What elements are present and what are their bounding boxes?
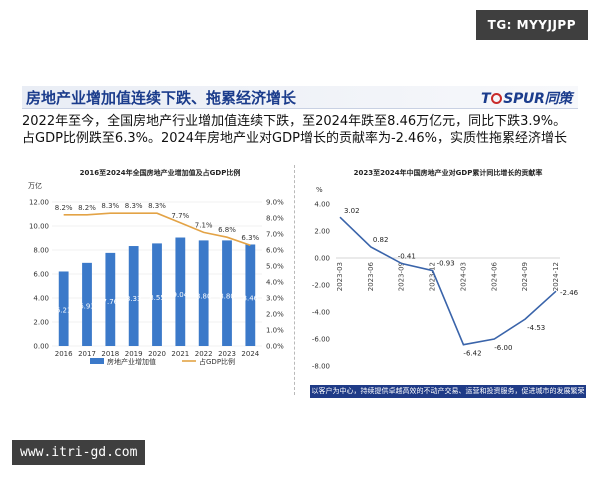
legend-swatch-bar (90, 358, 104, 364)
y-tick-right: 2.0% (266, 311, 284, 319)
slide-title: 房地产业增加值连续下跌、拖累经济增长 (26, 89, 297, 107)
slide-footer-band: 以客户为中心，持续提供卓越高效的不动产交易、运营和投资服务，促进城市的发展繁荣 (310, 385, 586, 398)
x-tick-label: 2024-12 (552, 262, 560, 291)
x-tick-label: 2017 (78, 350, 96, 358)
y-tick-right: 4.0% (266, 279, 284, 287)
bar-data-label: 6.93 (79, 303, 95, 311)
panel-divider (294, 165, 295, 395)
line-data-label: 6.8% (218, 226, 236, 234)
x-tick-label: 2023 (218, 350, 236, 358)
bar-data-label: 8.80 (196, 292, 212, 300)
right-chart-title: 2023至2024年中国房地产业对GDP累计同比增长的贡献率 (353, 169, 543, 177)
y-tick-right: 9.0% (266, 199, 284, 207)
x-tick-label: 2018 (101, 350, 119, 358)
x-tick-label: 2024-03 (459, 262, 467, 291)
line-data-label: 8.2% (55, 204, 73, 212)
contribution-line (339, 216, 557, 346)
bar-data-label: 6.21 (56, 306, 72, 314)
slide-body-text: 2022年至今，全国房地产行业增加值连续下跌，至2024年跌至8.46万亿元，同… (22, 114, 567, 146)
x-tick-label: 2023-03 (336, 262, 344, 291)
y-tick-right: 0.0% (266, 343, 284, 351)
value-bar (105, 252, 116, 346)
line-data-label: 8.3% (148, 202, 166, 210)
y-tick-right: 7.0% (266, 231, 284, 239)
line-data-label: 7.1% (195, 221, 213, 229)
y-tick-left: 4.00 (33, 295, 49, 303)
y-tick: -4.00 (312, 309, 330, 317)
y-tick: 2.00 (314, 228, 330, 236)
x-tick-label: 2023-12 (429, 262, 437, 291)
y-tick-left: 0.00 (33, 343, 49, 351)
line-data-label: 8.3% (101, 202, 119, 210)
x-tick-label: 2016 (55, 350, 73, 358)
x-tick-label: 2019 (125, 350, 143, 358)
value-bar (58, 271, 69, 346)
bar-data-label: 9.04 (173, 291, 189, 299)
legend-label-line: 占GDP比例 (199, 357, 235, 366)
x-tick-label: 2021 (171, 350, 189, 358)
line-data-label: 0.82 (373, 236, 389, 244)
logo-ring-icon (491, 93, 503, 104)
slide-title-banner: 房地产业增加值连续下跌、拖累经济增长 T SPUR同策 (22, 86, 578, 109)
x-tick-label: 2023-09 (398, 262, 406, 291)
line-data-label: -2.46 (560, 289, 579, 297)
x-tick-label: 2024-06 (490, 261, 498, 291)
value-bar (245, 244, 256, 346)
y-tick: 4.00 (314, 201, 330, 209)
left-chart-title: 2016至2024年全国房地产业增加值及占GDP比例 (79, 169, 241, 177)
line-data-label: 8.3% (125, 202, 143, 210)
line-data-label: -0.41 (398, 253, 416, 261)
line-data-label: 3.02 (344, 207, 360, 215)
logo-letters: SPUR (503, 91, 545, 107)
telegram-watermark: TG: MYYJJPP (475, 10, 588, 40)
right-line-chart: % -8.00 -6.00 -4.00 -2.00 0.00 2.00 4.00 2023-03… (312, 186, 579, 371)
line-data-label: 8.2% (78, 204, 96, 212)
right-axis-unit: % (316, 186, 323, 194)
x-tick-label: 2022 (195, 350, 213, 358)
left-bar-line-chart: 万亿 0.00 2.00 4.00 6.00 8.00 10.00 12.00 0.0% 1.0%… (28, 181, 284, 366)
y-tick-right: 6.0% (266, 247, 284, 255)
value-bar (128, 246, 139, 346)
y-tick-left: 8.00 (33, 247, 49, 255)
value-bar (175, 237, 186, 346)
y-tick-right: 1.0% (266, 327, 284, 335)
y-tick: 0.00 (314, 255, 330, 263)
line-data-label: -4.53 (527, 324, 545, 332)
line-data-label: -6.00 (494, 344, 512, 352)
brand-logo: T SPUR同策 (481, 88, 572, 108)
x-tick-label: 2024-09 (521, 262, 529, 291)
y-tick-left: 10.00 (29, 223, 49, 231)
x-tick-label: 2023-06 (367, 261, 375, 291)
line-data-label: 6.3% (241, 234, 259, 242)
bar-data-label: 7.76 (103, 298, 119, 306)
value-bar (152, 243, 162, 346)
y-tick: -6.00 (312, 336, 330, 344)
site-watermark: www.itri-gd.com (12, 440, 146, 465)
y-tick-left: 6.00 (33, 271, 49, 279)
value-bar (198, 240, 209, 346)
bar-data-label: 8.80 (219, 292, 235, 300)
y-tick-right: 3.0% (266, 295, 284, 303)
line-data-label: -0.93 (437, 260, 455, 268)
bar-data-label: 8.46 (243, 294, 259, 302)
x-tick-label: 2020 (148, 350, 166, 358)
y-tick-right: 8.0% (266, 215, 284, 223)
y-tick: -8.00 (312, 363, 330, 371)
bar-data-label: 8.33 (126, 295, 142, 303)
y-tick-right: 5.0% (266, 263, 284, 271)
value-bar (222, 240, 232, 346)
y-tick-left: 2.00 (33, 319, 49, 327)
logo-letter-t: T (481, 91, 491, 107)
line-data-label: 7.7% (171, 212, 189, 220)
y-tick: -2.00 (312, 282, 330, 290)
logo-chinese: 同策 (544, 91, 573, 107)
x-tick-label: 2024 (241, 350, 259, 358)
line-data-label: -6.42 (463, 350, 481, 358)
y-tick-left: 12.00 (29, 199, 49, 207)
gdp-share-line (63, 212, 251, 246)
left-axis-unit: 万亿 (28, 181, 42, 190)
legend-label-bar: 房地产业增加值 (107, 357, 156, 366)
bar-data-label: 8.55 (149, 294, 165, 302)
value-bar (82, 262, 92, 346)
